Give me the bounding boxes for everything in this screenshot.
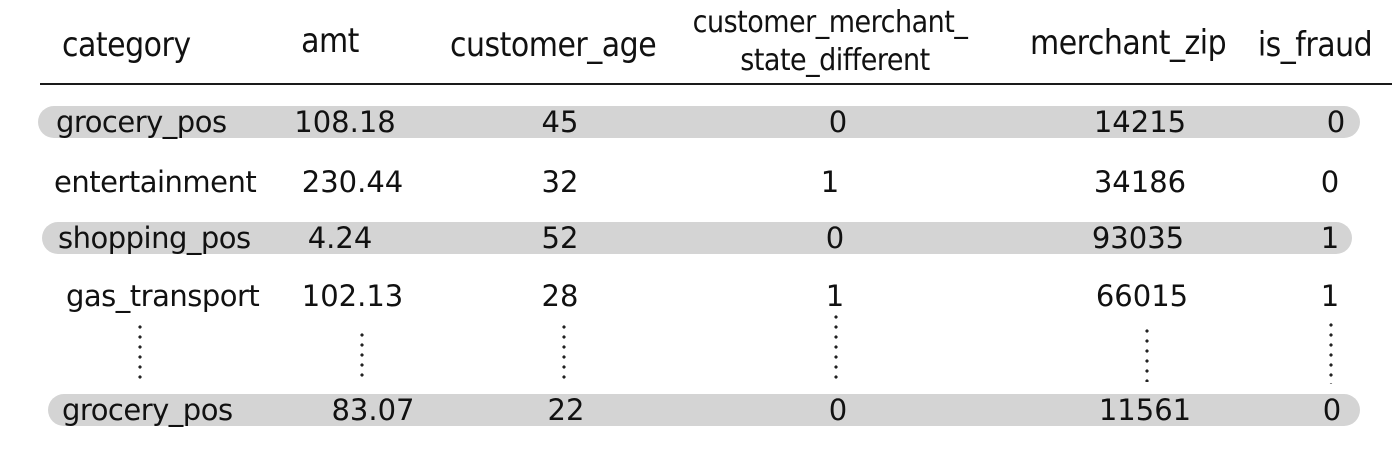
table-row: entertainment 230.44 32 1 34186 0 (0, 162, 1400, 202)
cell-is-fraud: 1 (1320, 221, 1340, 255)
cell-merchant-zip: 11561 (1098, 393, 1192, 427)
cell-is-fraud: 0 (1320, 165, 1340, 199)
row-highlight-5 (48, 394, 1360, 426)
cell-state-different: 0 (828, 105, 848, 139)
cell-amt: 230.44 (301, 165, 404, 199)
cell-category: entertainment (54, 165, 257, 199)
row-highlight-1 (38, 106, 1360, 138)
cell-merchant-zip: 66015 (1095, 279, 1189, 313)
cell-amt: 4.24 (307, 221, 373, 255)
table-row: grocery_pos 108.18 45 0 14215 0 (0, 102, 1400, 142)
ellipsis-customer-age (562, 322, 566, 384)
header-state-different-line1: customer_merchant_ (692, 5, 968, 40)
ellipsis-is-fraud (1329, 320, 1333, 384)
cell-merchant-zip: 14215 (1093, 105, 1187, 139)
ellipsis-state-different (834, 312, 838, 384)
header-state-different-line2: state_different (740, 43, 930, 78)
cell-merchant-zip: 93035 (1091, 221, 1185, 255)
cell-is-fraud: 1 (1320, 279, 1340, 313)
cell-customer-age: 32 (541, 165, 579, 199)
header-is-fraud: is_fraud (1257, 25, 1373, 66)
cell-category: grocery_pos (62, 393, 233, 427)
header-merchant-zip: merchant_zip (1030, 23, 1227, 64)
cell-state-different: 1 (820, 165, 840, 199)
cell-category: grocery_pos (56, 105, 227, 139)
cell-amt: 108.18 (294, 105, 396, 139)
cell-customer-age: 45 (541, 105, 579, 139)
table-row: gas_transport 102.13 28 1 66015 1 (0, 276, 1400, 316)
ellipsis-category (138, 322, 142, 384)
table-row: shopping_pos 4.24 52 0 93035 1 (0, 218, 1400, 258)
header-rule (40, 83, 1392, 85)
cell-customer-age: 28 (541, 279, 579, 313)
header-category: category (62, 25, 191, 66)
cell-merchant-zip: 34186 (1093, 165, 1187, 199)
cell-state-different: 0 (828, 393, 848, 427)
cell-state-different: 0 (825, 221, 845, 255)
row-highlight-3 (42, 222, 1352, 254)
ellipsis-merchant-zip (1145, 326, 1149, 382)
cell-category: shopping_pos (58, 221, 251, 255)
header-customer-age: customer_age (450, 25, 657, 66)
table-row: grocery_pos 83.07 22 0 11561 0 (0, 390, 1400, 430)
cell-amt: 102.13 (301, 279, 404, 313)
cell-category: gas_transport (66, 279, 260, 313)
cell-state-different: 1 (825, 279, 845, 313)
cell-is-fraud: 0 (1322, 393, 1342, 427)
cell-amt: 83.07 (331, 393, 415, 427)
cell-customer-age: 52 (541, 221, 579, 255)
cell-is-fraud: 0 (1326, 105, 1346, 139)
header-amt: amt (301, 21, 359, 62)
ellipsis-amt (360, 330, 364, 380)
cell-customer-age: 22 (547, 393, 585, 427)
